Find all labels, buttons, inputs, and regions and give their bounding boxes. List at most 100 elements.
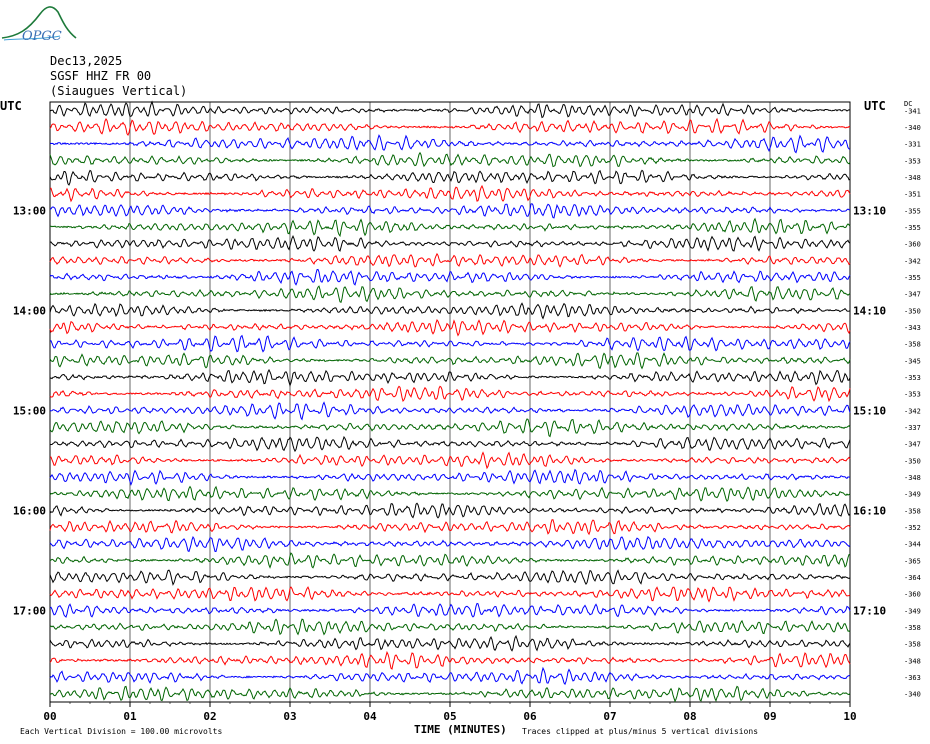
seismic-trace	[49, 685, 851, 703]
dc-offset-label: -358	[904, 507, 921, 515]
seismic-trace	[49, 117, 851, 136]
traces	[49, 100, 851, 703]
left-hour-label: 16:00	[13, 504, 46, 517]
x-tick-label: 02	[203, 710, 216, 723]
dc-offset-label: -353	[904, 157, 921, 165]
x-tick-labels: 00 01 02 03 04 05 06 07 08 09 10	[43, 710, 856, 723]
seismic-trace	[49, 285, 851, 304]
dc-offset-label: -340	[904, 124, 921, 132]
dc-offset-label: -351	[904, 191, 921, 199]
seismic-trace	[49, 569, 851, 586]
opgc-logo: OPGC	[1, 6, 77, 44]
seismic-trace	[49, 552, 851, 569]
x-tick-label: 10	[843, 710, 856, 723]
dc-offset-label: -348	[904, 474, 921, 482]
x-axis-label: TIME (MINUTES)	[414, 723, 507, 736]
seismic-trace	[49, 618, 851, 636]
seismic-trace	[49, 203, 851, 219]
dc-offset-label: -342	[904, 257, 921, 265]
dc-offset-label: -365	[904, 557, 921, 565]
right-hour-label: 16:10	[853, 504, 886, 517]
seismic-trace	[49, 268, 851, 286]
seismic-trace	[49, 302, 851, 320]
left-hour-label: 13:00	[13, 204, 46, 217]
header-station: SGSF HHZ FR 00	[50, 69, 151, 83]
x-tick-label: 08	[683, 710, 696, 723]
left-hour-label: 15:00	[13, 404, 46, 417]
seismic-trace	[49, 666, 851, 686]
left-hour-label: 14:00	[13, 304, 46, 317]
dc-offset-label: -364	[904, 574, 921, 582]
header-location: (Siaugues Vertical)	[50, 84, 187, 98]
dc-offset-label: -355	[904, 274, 921, 282]
seismic-trace	[49, 435, 851, 453]
left-hour-labels: 13:00 14:00 15:00 16:00 17:00	[13, 204, 46, 617]
seismic-trace	[49, 418, 851, 438]
seismic-trace	[49, 519, 851, 536]
dc-offset-label: -358	[904, 341, 921, 349]
dc-offset-label: -355	[904, 207, 921, 215]
seismic-trace	[49, 134, 851, 154]
seismic-trace	[50, 184, 851, 203]
dc-offset-label: -358	[904, 624, 921, 632]
x-tick-label: 03	[283, 710, 296, 723]
seismic-trace	[49, 634, 851, 652]
dc-offset-label: -349	[904, 607, 921, 615]
seismic-trace	[49, 401, 851, 421]
seismic-trace	[49, 217, 851, 238]
dc-offset-label: -363	[904, 674, 921, 682]
right-hour-labels: 13:10 14:10 15:10 16:10 17:10	[853, 204, 886, 617]
right-hour-label: 15:10	[853, 404, 886, 417]
dc-offset-label: -347	[904, 291, 921, 299]
dc-offset-label: -337	[904, 424, 921, 432]
dc-label: DC	[904, 100, 912, 108]
x-tick-label: 04	[363, 710, 377, 723]
seismic-trace	[49, 650, 851, 670]
dc-offset-label: -344	[904, 541, 921, 549]
dc-offset-label: -350	[904, 307, 921, 315]
dc-offset-label: -348	[904, 174, 921, 182]
clip-note: Traces clipped at plus/minus 5 vertical …	[522, 727, 758, 736]
x-tick-label: 09	[763, 710, 776, 723]
dc-offset-label: -349	[904, 491, 921, 499]
seismic-trace	[49, 318, 851, 337]
dc-offset-label: -348	[904, 657, 921, 665]
seismic-trace	[49, 468, 851, 486]
right-axis-title: UTC	[864, 99, 886, 113]
seismic-trace	[49, 485, 851, 503]
dc-offset-label: -353	[904, 374, 921, 382]
seismic-trace	[49, 352, 851, 370]
left-hour-label: 17:00	[13, 604, 46, 617]
logo-swoosh-icon	[3, 35, 61, 41]
left-axis-title: UTC	[0, 99, 22, 113]
seismic-trace	[49, 502, 851, 519]
seismic-trace	[49, 385, 851, 403]
right-hour-label: 17:10	[853, 604, 886, 617]
seismic-trace	[49, 535, 851, 553]
logo-text: OPGC	[22, 29, 62, 44]
x-tick-label: 07	[603, 710, 616, 723]
right-hour-label: 13:10	[853, 204, 886, 217]
x-tick-label: 05	[443, 710, 456, 723]
dc-offset-label: -360	[904, 591, 921, 599]
seismic-trace	[49, 252, 851, 268]
seismic-trace	[49, 602, 851, 618]
dc-offset-labels: -341 -340 -331 -353 -348 -351 -355 -355 -360 -342…	[904, 107, 921, 698]
x-tick-label: 06	[523, 710, 537, 723]
grid	[49, 101, 851, 707]
logo-mountain-icon	[1, 6, 77, 39]
seismic-trace	[49, 368, 851, 387]
dc-offset-label: -341	[904, 107, 921, 115]
x-tick-label: 00	[43, 710, 56, 723]
dc-offset-label: -331	[904, 141, 921, 149]
seismic-trace	[49, 234, 851, 252]
dc-offset-label: -340	[904, 691, 921, 699]
header-date: Dec13,2025	[50, 54, 122, 68]
right-hour-label: 14:10	[853, 304, 886, 317]
seismic-trace	[49, 100, 851, 119]
x-tick-label: 01	[123, 710, 137, 723]
dc-offset-label: -360	[904, 241, 921, 249]
dc-offset-label: -358	[904, 641, 921, 649]
dc-offset-label: -350	[904, 457, 921, 465]
